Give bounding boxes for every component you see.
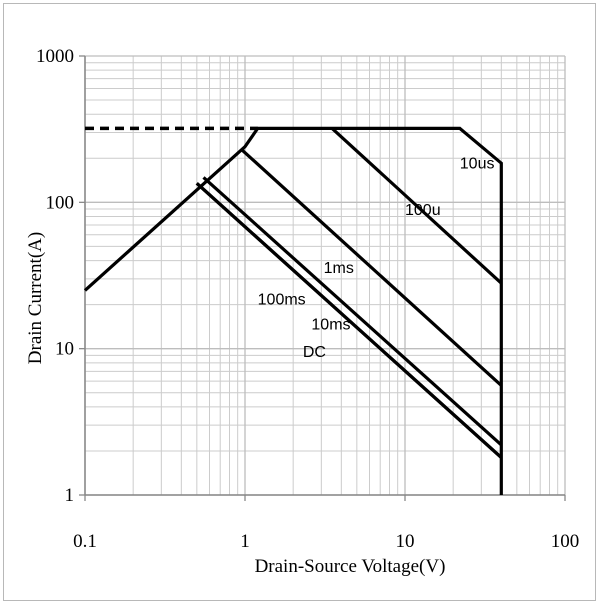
- soa-curves: [83, 126, 503, 495]
- x-axis-title: Drain-Source Voltage(V): [255, 556, 446, 577]
- series-line-100u: [331, 127, 503, 285]
- x-tick-label: 0.1: [73, 531, 97, 552]
- y-tick-label: 100: [46, 192, 75, 213]
- y-axis-title: Drain Current(A): [25, 232, 46, 364]
- curve-label-100ms: 100ms: [258, 292, 306, 309]
- x-tick-label: 100: [551, 531, 580, 552]
- curve-labels: 10us 100u 1ms 100ms 10ms DC: [258, 156, 495, 361]
- curve-label-10ms: 10ms: [311, 317, 350, 334]
- x-tick-label: 1: [240, 531, 250, 552]
- curve-label-1ms: 1ms: [324, 260, 354, 277]
- chart-frame: [3, 3, 596, 601]
- curve-label-100u: 100u: [405, 202, 441, 219]
- series-line-100ms: [202, 176, 503, 447]
- series-line-1ms: [240, 148, 503, 387]
- tick-labels: 0.1 1 10 100 1 10 100 1000: [36, 46, 579, 552]
- y-tick-label: 1000: [36, 46, 74, 67]
- curve-label-10us: 10us: [460, 156, 495, 173]
- series-line-DC: [195, 182, 503, 459]
- curve-label-DC: DC: [303, 344, 326, 361]
- x-tick-label: 10: [396, 531, 415, 552]
- series-line-10us: [83, 126, 503, 495]
- y-tick-label: 1: [65, 485, 75, 506]
- y-tick-label: 10: [55, 339, 74, 360]
